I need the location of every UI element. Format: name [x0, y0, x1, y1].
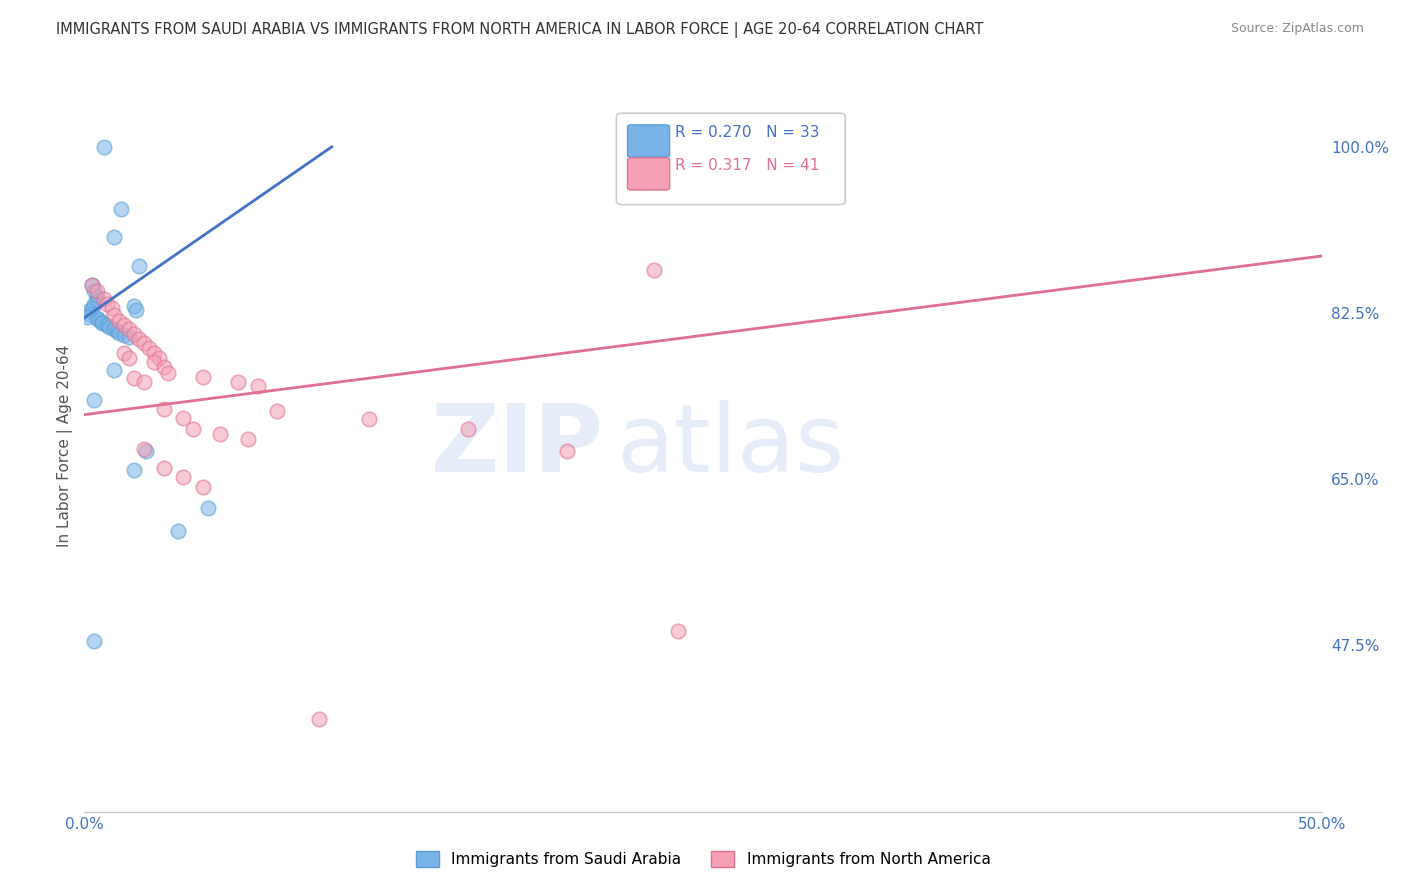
Point	[98, 320, 121, 334]
Point	[103, 308, 125, 322]
Point	[167, 524, 190, 539]
Point	[83, 284, 105, 298]
Point	[132, 336, 155, 351]
Point	[118, 322, 141, 336]
Point	[148, 351, 170, 365]
Point	[86, 310, 108, 325]
Point	[112, 327, 135, 342]
Point	[112, 318, 135, 333]
Point	[100, 301, 122, 316]
Point	[118, 351, 141, 365]
Point	[93, 140, 115, 154]
Point	[138, 341, 160, 355]
Point	[152, 360, 174, 375]
Point	[86, 284, 108, 298]
Point	[79, 307, 101, 321]
FancyBboxPatch shape	[616, 113, 845, 204]
Point	[89, 312, 111, 326]
Point	[152, 460, 174, 475]
Point	[76, 310, 98, 324]
Point	[118, 330, 141, 344]
FancyBboxPatch shape	[627, 125, 669, 157]
Point	[135, 443, 157, 458]
Point	[191, 480, 214, 494]
Point	[643, 263, 665, 277]
Point	[122, 299, 145, 313]
Point	[112, 346, 135, 360]
Point	[122, 326, 145, 341]
Point	[357, 412, 380, 426]
Point	[103, 230, 125, 244]
Point	[172, 411, 194, 425]
Text: Source: ZipAtlas.com: Source: ZipAtlas.com	[1230, 22, 1364, 36]
Text: R = 0.317   N = 41: R = 0.317 N = 41	[675, 159, 818, 173]
Point	[142, 346, 165, 360]
Point	[128, 332, 150, 346]
Point	[226, 376, 249, 390]
Point	[96, 318, 118, 333]
Point	[108, 326, 131, 340]
Point	[110, 202, 132, 216]
Point	[122, 463, 145, 477]
Point	[246, 379, 269, 393]
Point	[181, 422, 204, 436]
Text: ZIP: ZIP	[432, 400, 605, 492]
Point	[83, 633, 105, 648]
Point	[96, 296, 118, 310]
Point	[108, 313, 131, 327]
Text: atlas: atlas	[616, 400, 845, 492]
Point	[90, 317, 112, 331]
Point	[157, 366, 180, 380]
Text: R = 0.270   N = 33: R = 0.270 N = 33	[675, 126, 820, 140]
Point	[172, 470, 194, 484]
Point	[266, 404, 288, 418]
Point	[128, 259, 150, 273]
Point	[80, 301, 103, 316]
Point	[86, 290, 108, 304]
Point	[308, 712, 330, 726]
Point	[93, 292, 115, 306]
Point	[209, 426, 232, 441]
Point	[132, 442, 155, 456]
Point	[152, 401, 174, 416]
Point	[125, 303, 148, 318]
Point	[103, 322, 125, 336]
Point	[666, 624, 689, 639]
Point	[80, 277, 103, 292]
Point	[103, 363, 125, 377]
FancyBboxPatch shape	[627, 158, 669, 190]
Point	[86, 293, 108, 308]
Text: IMMIGRANTS FROM SAUDI ARABIA VS IMMIGRANTS FROM NORTH AMERICA IN LABOR FORCE | A: IMMIGRANTS FROM SAUDI ARABIA VS IMMIGRAN…	[56, 22, 984, 38]
Point	[90, 314, 112, 328]
Point	[105, 324, 128, 338]
Point	[457, 422, 479, 436]
Legend: Immigrants from Saudi Arabia, Immigrants from North America: Immigrants from Saudi Arabia, Immigrants…	[409, 846, 997, 873]
Point	[83, 393, 105, 408]
Point	[79, 304, 101, 318]
Point	[83, 297, 105, 311]
Point	[132, 376, 155, 390]
Point	[142, 355, 165, 369]
Y-axis label: In Labor Force | Age 20-64: In Labor Force | Age 20-64	[58, 345, 73, 547]
Point	[197, 500, 219, 515]
Point	[191, 369, 214, 384]
Point	[80, 277, 103, 292]
Point	[236, 433, 259, 447]
Point	[555, 443, 578, 458]
Point	[122, 370, 145, 384]
